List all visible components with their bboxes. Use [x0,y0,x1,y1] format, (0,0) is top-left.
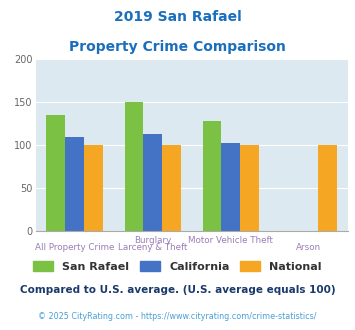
Bar [318,145,337,231]
Bar [162,145,181,231]
Text: 2019 San Rafael: 2019 San Rafael [114,10,241,24]
Bar [143,134,162,231]
Bar [222,143,240,231]
Legend: San Rafael, California, National: San Rafael, California, National [30,258,325,276]
Bar [84,145,103,231]
Bar [65,137,84,231]
Bar [203,121,222,231]
Text: Arson: Arson [296,243,321,251]
Text: Compared to U.S. average. (U.S. average equals 100): Compared to U.S. average. (U.S. average … [20,285,335,295]
Text: Property Crime Comparison: Property Crime Comparison [69,40,286,53]
Bar [47,115,65,231]
Text: Larceny & Theft: Larceny & Theft [118,243,187,251]
Text: Motor Vehicle Theft: Motor Vehicle Theft [188,236,273,245]
Bar [125,102,143,231]
Text: © 2025 CityRating.com - https://www.cityrating.com/crime-statistics/: © 2025 CityRating.com - https://www.city… [38,312,317,321]
Text: Burglary: Burglary [134,236,171,245]
Bar [240,145,259,231]
Text: All Property Crime: All Property Crime [35,243,114,251]
